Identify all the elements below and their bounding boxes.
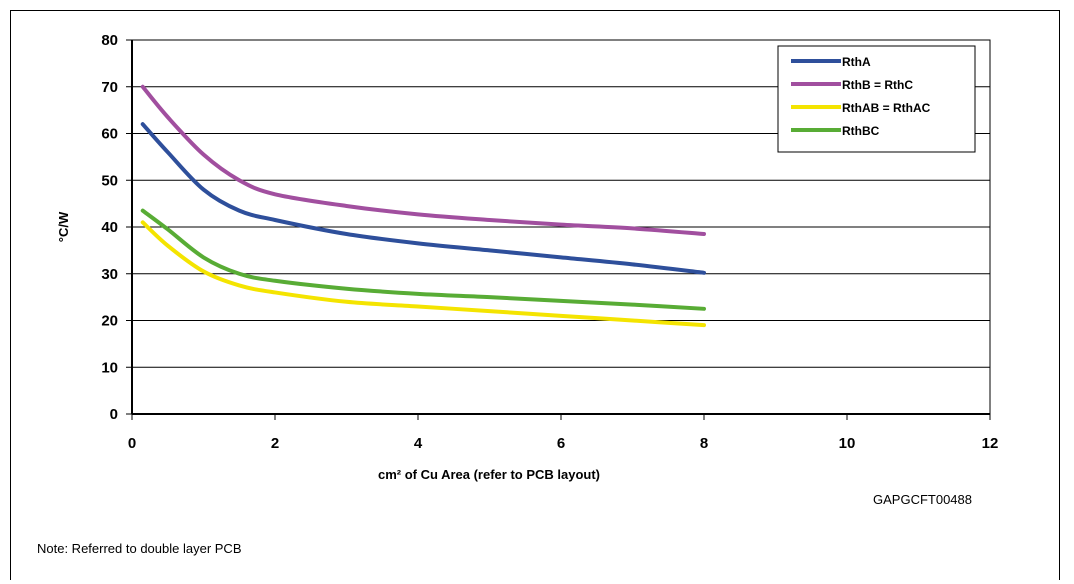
chart-legend: RthA RthB = RthC RthAB = RthAC RthBC	[777, 45, 976, 153]
y-tick-label: 20	[101, 313, 118, 330]
y-tick-label: 30	[101, 266, 118, 283]
x-tick-label: 10	[839, 435, 856, 452]
legend-label: RthAB = RthAC	[842, 101, 931, 115]
figure-frame	[10, 10, 1060, 580]
chart-series	[140, 84, 706, 328]
series-line-4	[140, 208, 706, 311]
y-tick-label: 0	[110, 406, 118, 423]
x-tick-label: 6	[557, 435, 565, 452]
series-line-2	[140, 84, 706, 237]
top-strip	[0, 0, 1074, 10]
legend-label: RthA	[842, 55, 871, 69]
x-axis-label: cm² of Cu Area (refer to PCB layout)	[378, 467, 600, 482]
y-tick-label: 50	[101, 172, 118, 189]
chart-axes	[126, 39, 991, 420]
legend-box	[777, 45, 976, 153]
series-line-1	[140, 122, 706, 275]
x-tick-label: 0	[128, 435, 136, 452]
x-tick-label: 8	[700, 435, 708, 452]
y-tick-label: 80	[101, 32, 118, 49]
legend-label: RthB = RthC	[842, 78, 913, 92]
series-line-3	[140, 220, 706, 328]
y-axis-label: °C/W	[56, 211, 71, 242]
y-tick-label: 40	[101, 219, 118, 236]
x-tick-label: 12	[982, 435, 999, 452]
x-tick-label: 4	[414, 435, 423, 452]
figure-code: GAPGCFT00488	[873, 492, 972, 507]
chart-ticks: 0 10 20 30 40 50 60 70 80 0 2 4 6 8 10 12	[101, 32, 998, 452]
y-tick-label: 10	[101, 359, 118, 376]
x-tick-label: 2	[271, 435, 279, 452]
y-tick-label: 60	[101, 126, 118, 143]
footnote: Note: Referred to double layer PCB	[37, 541, 242, 556]
legend-label: RthBC	[842, 124, 880, 138]
y-tick-label: 70	[101, 79, 118, 96]
